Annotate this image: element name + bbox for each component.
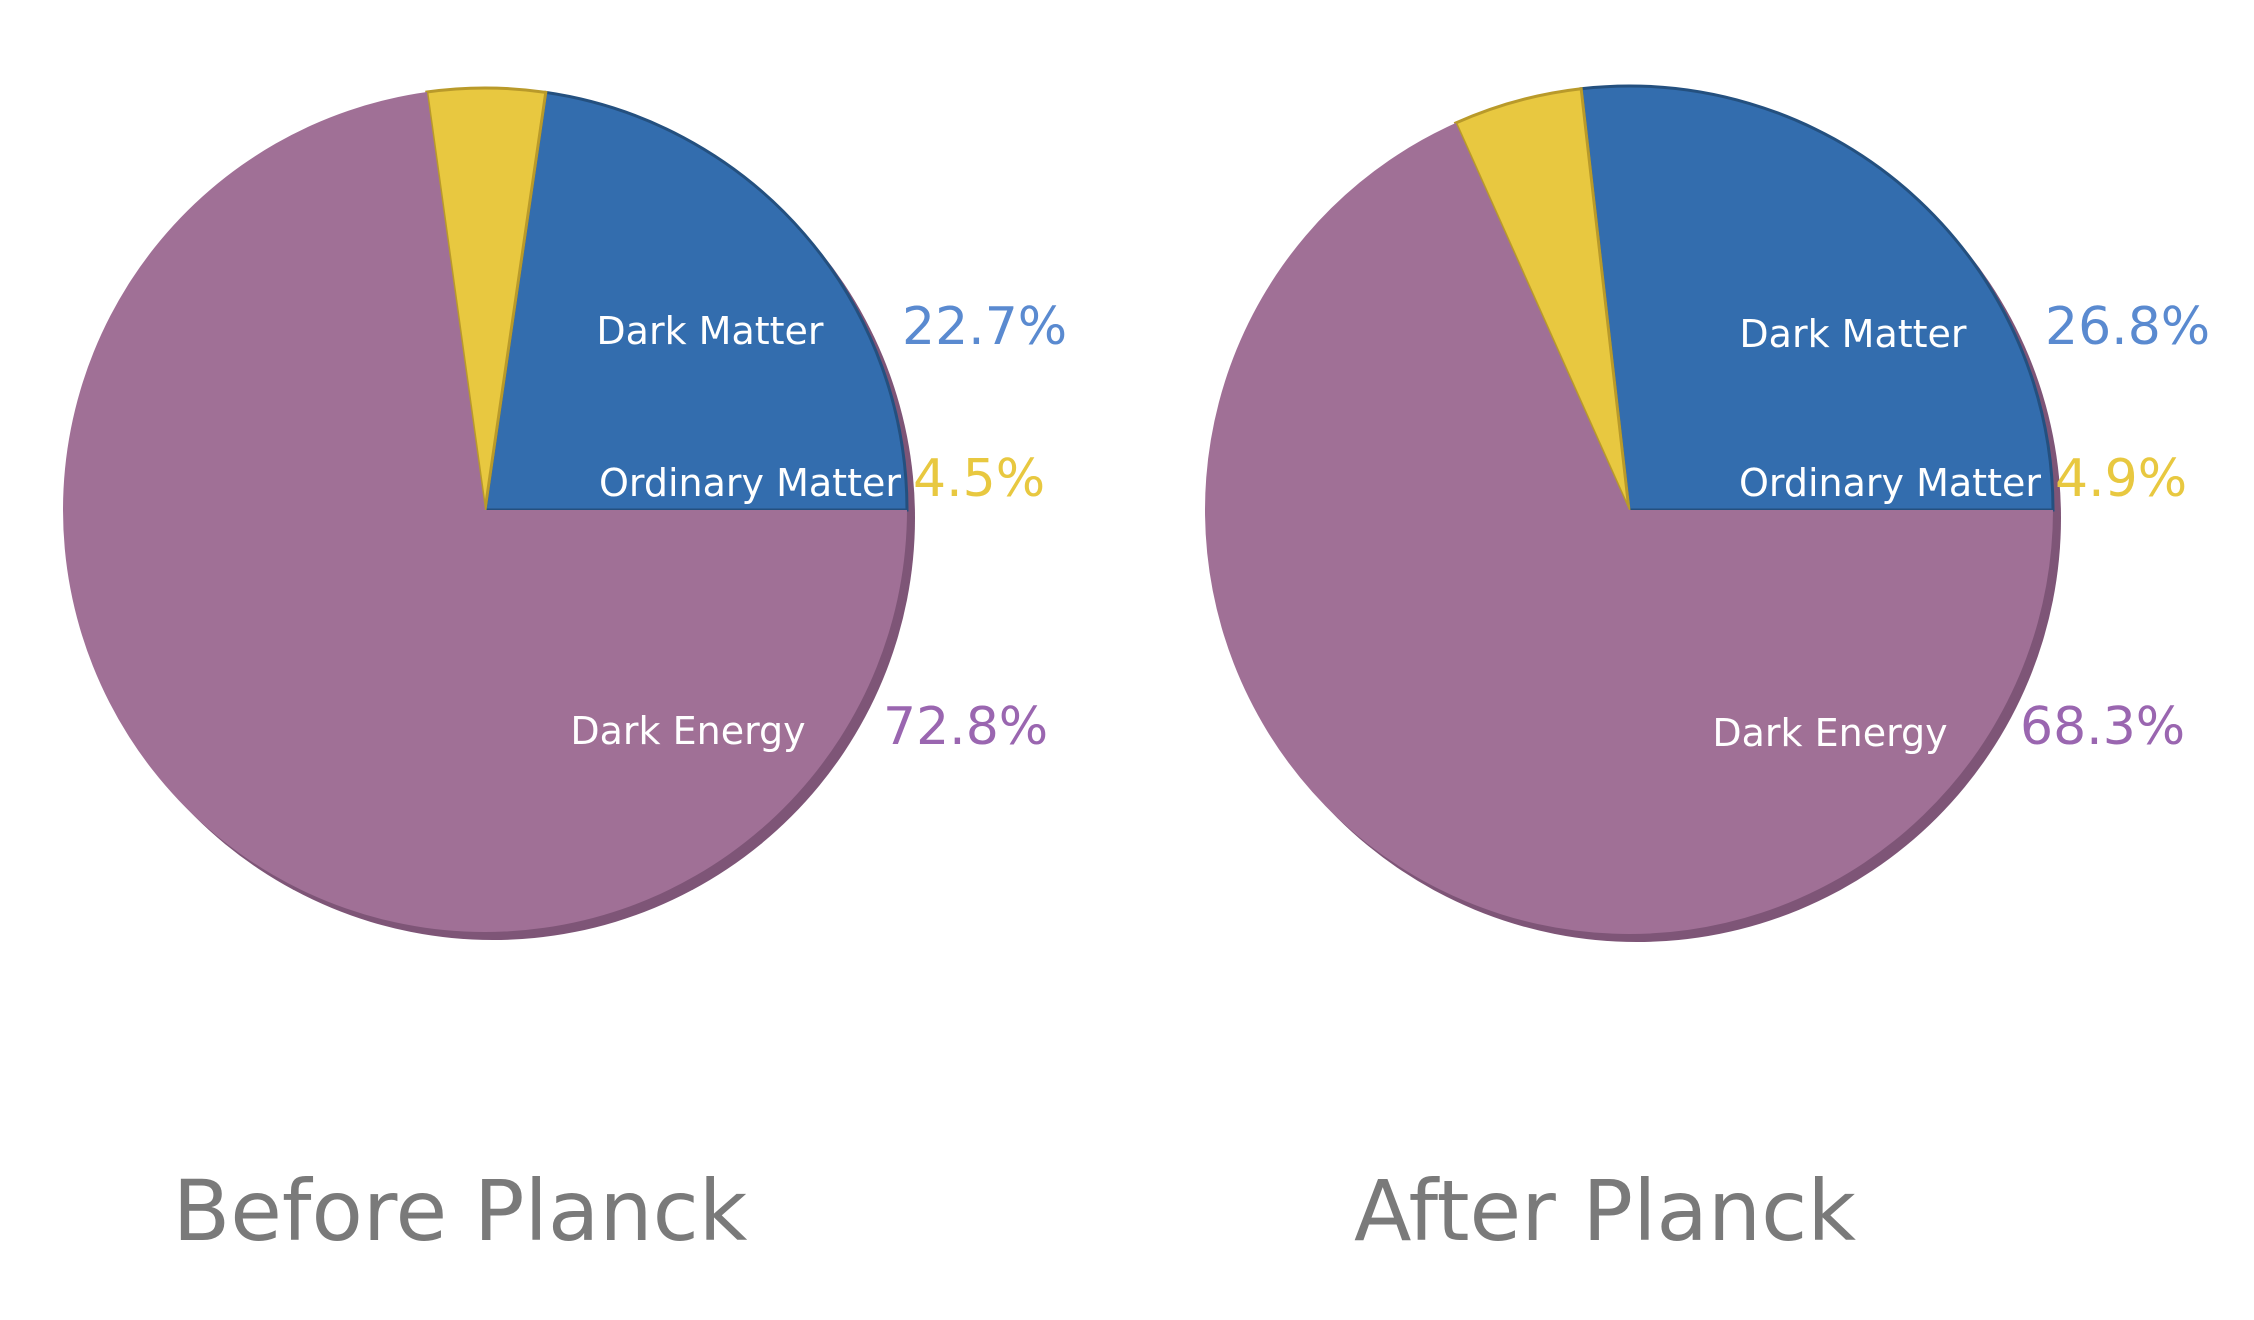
chart-caption-after: After Planck <box>1354 1162 1856 1260</box>
pie-slices <box>62 86 909 933</box>
slice-label-ordinary-matter: Ordinary Matter <box>599 461 901 505</box>
value-label-dark-energy: 72.8% <box>883 697 1048 757</box>
slice-label-dark-energy: Dark Energy <box>1712 711 1947 755</box>
slice-dark-matter <box>483 90 909 512</box>
slice-label-dark-matter: Dark Matter <box>596 309 824 353</box>
slice-label-ordinary-matter: Ordinary Matter <box>1739 461 2041 505</box>
value-label-ordinary-matter: 4.9% <box>2055 449 2187 509</box>
chart-caption-before: Before Planck <box>173 1162 748 1260</box>
slice-label-dark-matter: Dark Matter <box>1739 312 1967 356</box>
value-label-ordinary-matter: 4.5% <box>913 449 1045 509</box>
slice-ordinary-matter <box>1453 87 1631 511</box>
slice-label-dark-energy: Dark Energy <box>570 709 805 753</box>
value-label-dark-matter: 22.7% <box>902 297 1067 357</box>
pie-chart-after: Dark Matter Ordinary Matter Dark Energy … <box>1205 84 2210 1260</box>
slice-dark-energy <box>62 92 908 933</box>
value-label-dark-energy: 68.3% <box>2020 697 2185 757</box>
value-label-dark-matter: 26.8% <box>2045 297 2210 357</box>
slice-ordinary-matter <box>425 86 548 511</box>
slice-dark-energy <box>1205 123 2053 934</box>
slice-dark-matter <box>1579 84 2055 512</box>
pie-chart-before: Dark Matter Ordinary Matter Dark Energy … <box>62 86 1067 1260</box>
pie-slices <box>1205 84 2055 934</box>
